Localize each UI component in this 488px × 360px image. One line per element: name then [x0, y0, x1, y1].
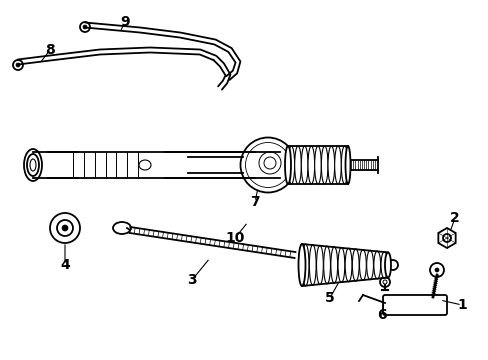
Ellipse shape [341, 146, 347, 184]
Ellipse shape [352, 249, 358, 281]
Circle shape [57, 220, 73, 236]
Ellipse shape [245, 143, 290, 188]
Text: 6: 6 [376, 308, 386, 322]
Ellipse shape [30, 159, 36, 171]
Ellipse shape [337, 248, 344, 283]
Ellipse shape [345, 248, 351, 282]
Text: 3: 3 [187, 273, 196, 287]
Ellipse shape [345, 146, 350, 184]
Ellipse shape [27, 154, 39, 176]
Text: 10: 10 [225, 231, 244, 245]
Ellipse shape [113, 222, 131, 234]
Ellipse shape [373, 251, 380, 279]
Ellipse shape [285, 146, 290, 184]
Ellipse shape [316, 246, 323, 285]
Text: 5: 5 [325, 291, 334, 305]
Circle shape [50, 213, 80, 243]
Ellipse shape [309, 245, 316, 285]
Ellipse shape [323, 246, 330, 284]
Ellipse shape [327, 146, 334, 184]
Text: 8: 8 [45, 43, 55, 57]
Ellipse shape [380, 252, 387, 278]
Ellipse shape [139, 160, 151, 170]
Ellipse shape [302, 244, 308, 286]
Ellipse shape [359, 249, 366, 280]
Ellipse shape [24, 149, 42, 181]
Text: 2: 2 [449, 211, 459, 225]
Ellipse shape [366, 250, 373, 280]
Ellipse shape [301, 146, 307, 184]
Ellipse shape [334, 146, 341, 184]
Ellipse shape [259, 152, 281, 174]
Ellipse shape [240, 138, 295, 193]
Ellipse shape [307, 146, 314, 184]
Circle shape [434, 268, 438, 272]
Ellipse shape [298, 244, 305, 286]
Ellipse shape [330, 247, 337, 283]
Circle shape [382, 280, 386, 284]
Ellipse shape [264, 157, 275, 169]
Circle shape [387, 260, 397, 270]
Text: 1: 1 [456, 298, 466, 312]
Circle shape [13, 60, 23, 70]
Text: 7: 7 [250, 195, 259, 209]
Circle shape [379, 277, 389, 287]
Ellipse shape [321, 146, 327, 184]
Circle shape [442, 234, 450, 242]
Ellipse shape [384, 252, 390, 278]
Circle shape [16, 63, 20, 67]
Circle shape [429, 263, 443, 277]
Ellipse shape [287, 146, 294, 184]
Text: 9: 9 [120, 15, 129, 29]
Ellipse shape [294, 146, 301, 184]
Circle shape [62, 225, 68, 231]
FancyBboxPatch shape [382, 295, 446, 315]
Text: 4: 4 [60, 258, 70, 272]
Ellipse shape [314, 146, 321, 184]
Circle shape [80, 22, 90, 32]
Circle shape [83, 25, 87, 29]
Polygon shape [437, 228, 455, 248]
